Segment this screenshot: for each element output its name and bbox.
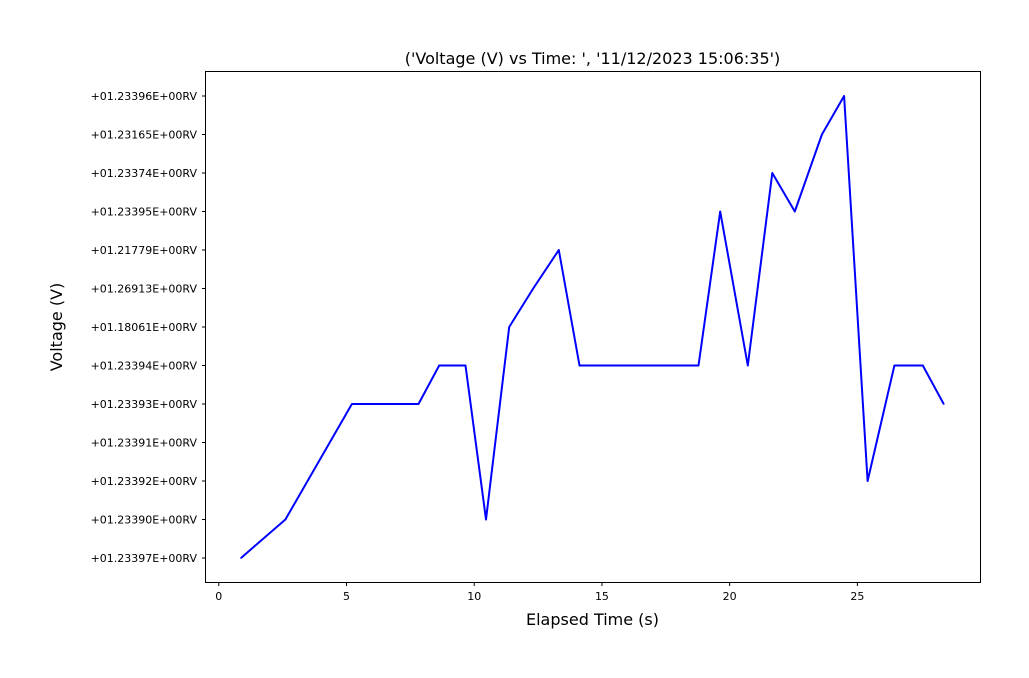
voltage-data-point <box>578 364 581 367</box>
voltage-data-point <box>417 403 420 405</box>
voltage-data-point <box>351 403 353 405</box>
y-tick-label: +01.23393E+00RV <box>91 398 198 411</box>
y-tick-label: +01.23394E+00RV <box>91 360 198 373</box>
voltage-data-point <box>240 557 242 559</box>
voltage-data-point <box>794 210 796 213</box>
y-tick-label: +01.23390E+00RV <box>91 514 198 527</box>
voltage-data-point <box>942 403 945 405</box>
x-tick-label: 0 <box>215 590 222 603</box>
y-tick-label: +01.23392E+00RV <box>91 475 198 488</box>
voltage-data-point <box>697 364 700 367</box>
voltage-data-point <box>485 518 487 521</box>
voltage-data-point <box>821 133 823 136</box>
x-tick-label: 5 <box>343 590 350 603</box>
plot-area: 0 5 10 15 20 25 +01.23397E+00RV +01.23390E+00RV… <box>91 90 945 603</box>
y-tick-label: +01.18061E+00RV <box>91 321 198 334</box>
voltage-data-point <box>866 480 869 482</box>
x-tick-label: 15 <box>595 590 609 603</box>
x-tick-label: 25 <box>850 590 864 603</box>
y-tick-label: +01.23395E+00RV <box>91 206 198 219</box>
voltage-data-point <box>893 364 896 367</box>
voltage-data-point <box>464 364 467 367</box>
y-tick-label: +01.26913E+00RV <box>91 283 198 296</box>
voltage-data-point <box>719 210 722 213</box>
voltage-data-point <box>438 364 441 367</box>
chart-title: ('Voltage (V) vs Time: ', '11/12/2023 15… <box>405 49 781 68</box>
plot-frame <box>205 71 981 583</box>
voltage-data-point <box>532 287 535 290</box>
voltage-data-point <box>747 364 749 367</box>
x-tick-label: 20 <box>723 590 737 603</box>
y-tick-label: +01.23396E+00RV <box>91 90 198 103</box>
y-axis-label: Voltage (V) <box>47 283 66 372</box>
voltage-data-point <box>508 326 511 328</box>
y-tick-label: +01.23165E+00RV <box>91 129 198 142</box>
voltage-series-line <box>240 95 945 559</box>
y-tick-label: +01.23397E+00RV <box>91 552 198 565</box>
y-tick-label: +01.23374E+00RV <box>91 167 198 180</box>
x-axis-label: Elapsed Time (s) <box>526 610 659 629</box>
voltage-data-point <box>771 172 774 174</box>
y-tick-label: +01.23391E+00RV <box>91 437 198 450</box>
voltage-data-point <box>557 249 560 251</box>
voltage-data-point <box>843 95 845 97</box>
x-tick-label: 10 <box>467 590 481 603</box>
voltage-data-point <box>284 518 287 521</box>
y-tick-label: +01.21779E+00RV <box>91 244 198 257</box>
voltage-data-point <box>921 364 924 367</box>
